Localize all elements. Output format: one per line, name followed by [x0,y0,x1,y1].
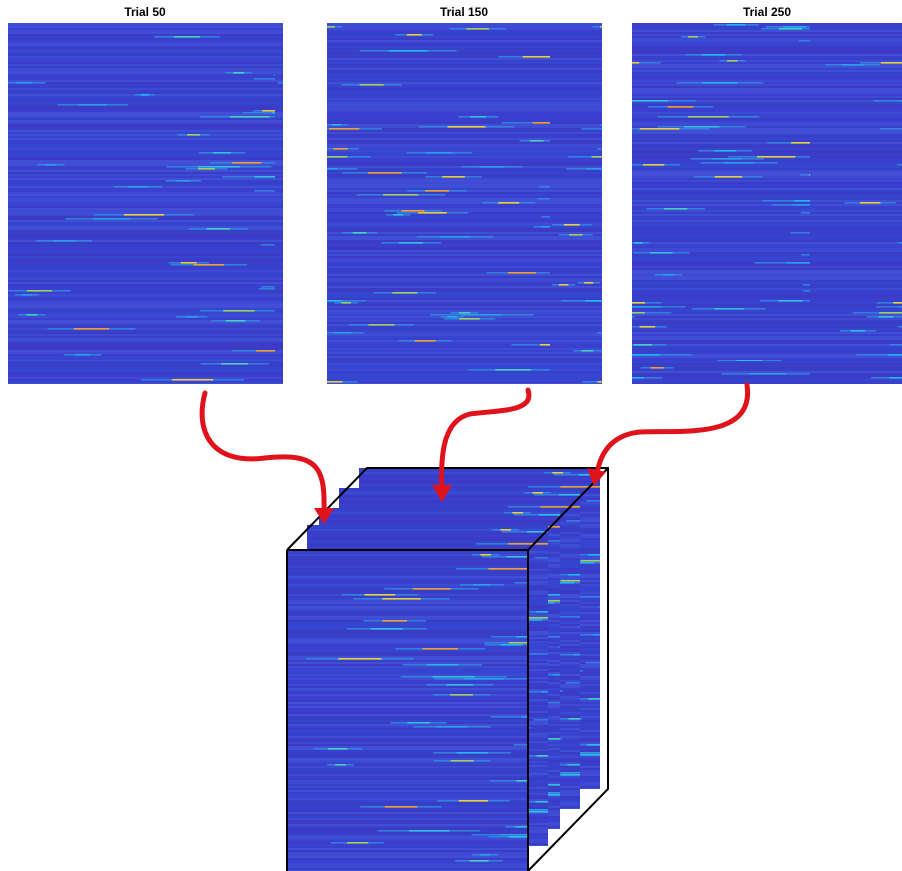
heatmaps [8,23,902,384]
arrow [202,393,324,512]
panel-title: Trial 150 [440,5,488,19]
slice [287,550,528,871]
arrow [597,385,748,474]
panel-title: Trial 250 [743,5,791,19]
stacked-cube [287,468,608,871]
heatmap [327,23,602,384]
heatmap [632,23,902,384]
diagram: Trial 50 Trial 150 Trial 250 [0,0,902,871]
panel-title: Trial 50 [124,5,166,19]
slice-face [287,550,528,871]
heatmap [8,23,283,384]
